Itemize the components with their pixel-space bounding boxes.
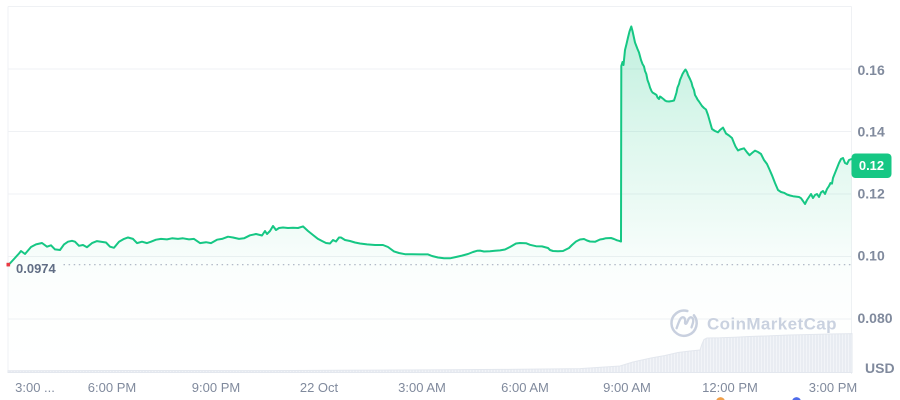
svg-text:6:00 PM: 6:00 PM: [88, 380, 136, 395]
svg-text:0.12: 0.12: [859, 158, 884, 173]
svg-text:3:00 PM: 3:00 PM: [809, 380, 857, 395]
svg-text:9:00 PM: 9:00 PM: [192, 380, 240, 395]
svg-text:0.14: 0.14: [858, 124, 885, 140]
svg-text:0.0974: 0.0974: [16, 261, 57, 276]
svg-text:3:00 AM: 3:00 AM: [398, 380, 446, 395]
svg-text:0.12: 0.12: [858, 186, 885, 202]
svg-text:9:00 AM: 9:00 AM: [603, 380, 651, 395]
svg-text:0.10: 0.10: [858, 248, 885, 264]
svg-text:3:00 ...: 3:00 ...: [15, 380, 55, 395]
svg-text:6:00 AM: 6:00 AM: [501, 380, 549, 395]
svg-text:0.080: 0.080: [858, 310, 893, 326]
svg-text:USD: USD: [865, 360, 895, 376]
svg-text:22 Oct: 22 Oct: [300, 380, 339, 395]
svg-text:0.16: 0.16: [858, 62, 885, 78]
svg-text:12:00 PM: 12:00 PM: [702, 380, 758, 395]
